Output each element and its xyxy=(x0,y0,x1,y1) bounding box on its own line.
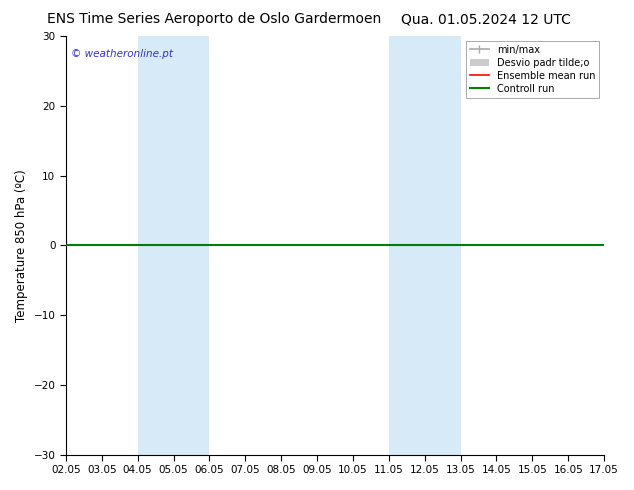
Y-axis label: Temperature 850 hPa (ºC): Temperature 850 hPa (ºC) xyxy=(15,169,28,322)
Text: ENS Time Series Aeroporto de Oslo Gardermoen: ENS Time Series Aeroporto de Oslo Garder… xyxy=(48,12,382,26)
Legend: min/max, Desvio padr tilde;o, Ensemble mean run, Controll run: min/max, Desvio padr tilde;o, Ensemble m… xyxy=(466,41,599,98)
Bar xyxy=(138,36,209,455)
Text: Qua. 01.05.2024 12 UTC: Qua. 01.05.2024 12 UTC xyxy=(401,12,571,26)
Text: © weatheronline.pt: © weatheronline.pt xyxy=(71,49,173,59)
Bar xyxy=(389,36,460,455)
